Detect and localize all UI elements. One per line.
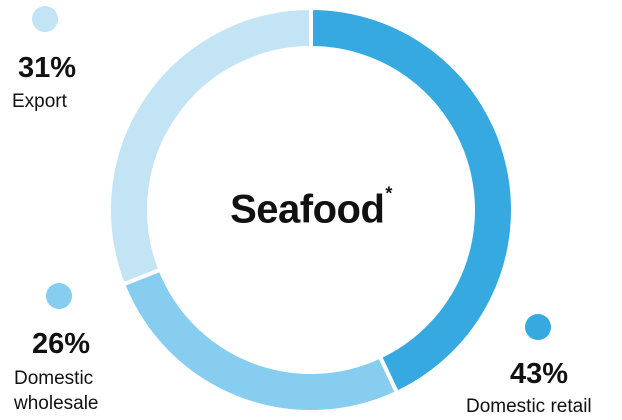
slice-export: [107, 5, 313, 287]
slice-domestic-wholesale: [120, 267, 400, 414]
category-label-domestic-retail: Domestic retail: [466, 396, 592, 417]
center-title: Seafood*: [230, 184, 392, 233]
value-label-export: 31%: [18, 52, 77, 84]
legend-dot-export: [32, 6, 58, 32]
legend-dot-domestic-wholesale: [46, 283, 72, 309]
category-label-export: Export: [12, 91, 67, 112]
category-label-word: wholesale: [14, 393, 99, 414]
category-label-word: Domestic: [14, 368, 94, 389]
category-label-domestic-wholesale: Domestic wholesale: [14, 366, 124, 416]
center-title-text: Seafood: [230, 187, 385, 232]
slice-domestic-retail: [309, 5, 515, 396]
value-label-domestic-retail: 43%: [510, 358, 569, 390]
center-title-marker: *: [385, 183, 392, 204]
value-label-domestic-wholesale: 26%: [32, 328, 91, 360]
legend-dot-domestic-retail: [525, 314, 551, 340]
